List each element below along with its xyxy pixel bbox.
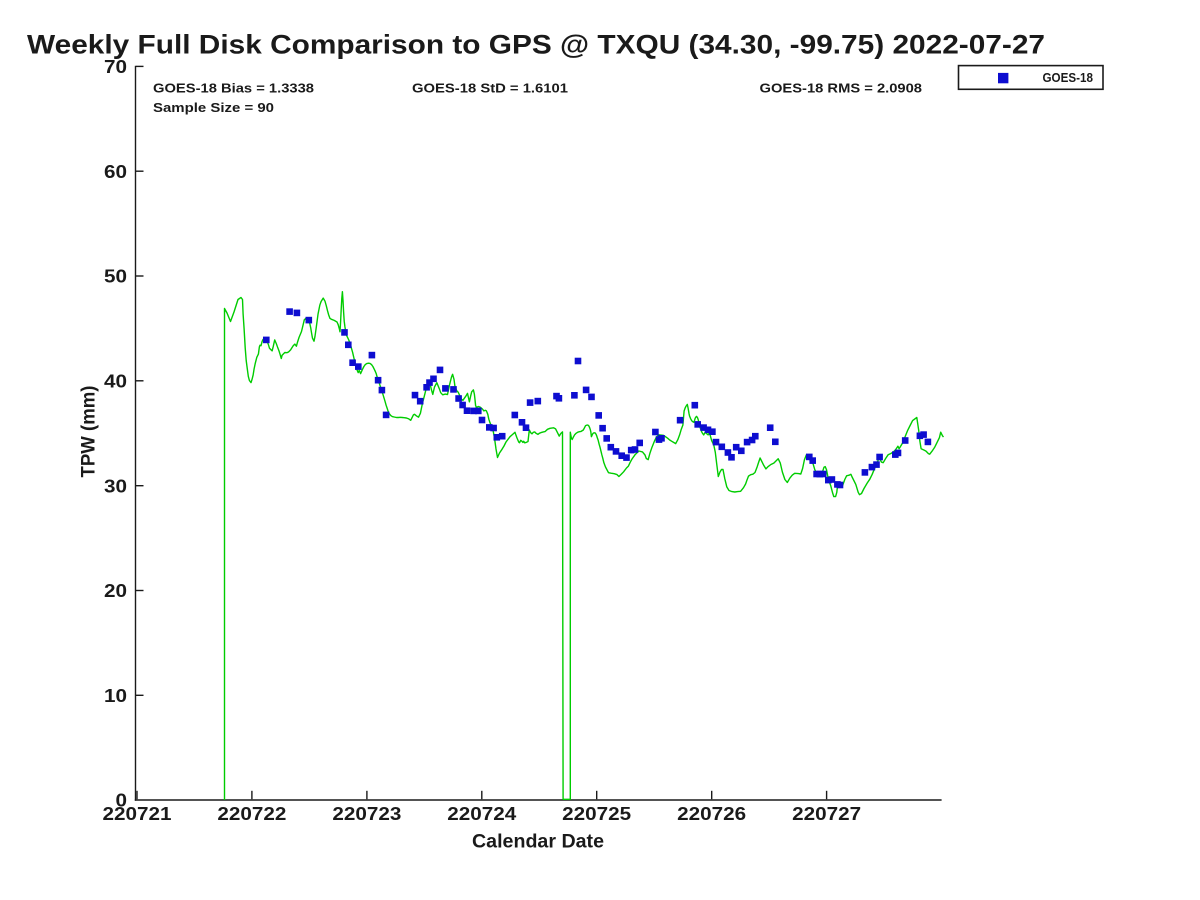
svg-text:220726: 220726 bbox=[677, 804, 746, 824]
svg-text:220723: 220723 bbox=[332, 804, 401, 824]
svg-text:220724: 220724 bbox=[447, 804, 516, 824]
svg-text:40: 40 bbox=[104, 371, 127, 391]
svg-text:Sample Size = 90: Sample Size = 90 bbox=[153, 100, 274, 115]
svg-text:GOES-18 StD = 1.6101: GOES-18 StD = 1.6101 bbox=[412, 81, 568, 96]
svg-text:30: 30 bbox=[104, 476, 127, 496]
svg-text:Weekly Full Disk Comparison to: Weekly Full Disk Comparison to GPS @ TXQ… bbox=[27, 30, 1045, 60]
svg-text:TPW (mm): TPW (mm) bbox=[79, 386, 100, 478]
svg-text:Calendar Date: Calendar Date bbox=[472, 832, 604, 853]
svg-text:70: 70 bbox=[104, 57, 127, 77]
svg-text:60: 60 bbox=[104, 162, 127, 182]
svg-text:220722: 220722 bbox=[217, 804, 286, 824]
svg-text:GOES-18 RMS = 2.0908: GOES-18 RMS = 2.0908 bbox=[760, 81, 923, 96]
svg-text:10: 10 bbox=[104, 686, 127, 706]
svg-text:0: 0 bbox=[116, 791, 128, 811]
svg-text:220725: 220725 bbox=[562, 804, 631, 824]
svg-text:GOES-18 Bias = 1.3338: GOES-18 Bias = 1.3338 bbox=[153, 81, 314, 96]
svg-text:20: 20 bbox=[104, 581, 127, 601]
svg-text:50: 50 bbox=[104, 267, 127, 287]
svg-text:220727: 220727 bbox=[792, 804, 861, 824]
svg-text:GOES-18: GOES-18 bbox=[1043, 71, 1094, 85]
svg-text:220721: 220721 bbox=[103, 804, 172, 824]
